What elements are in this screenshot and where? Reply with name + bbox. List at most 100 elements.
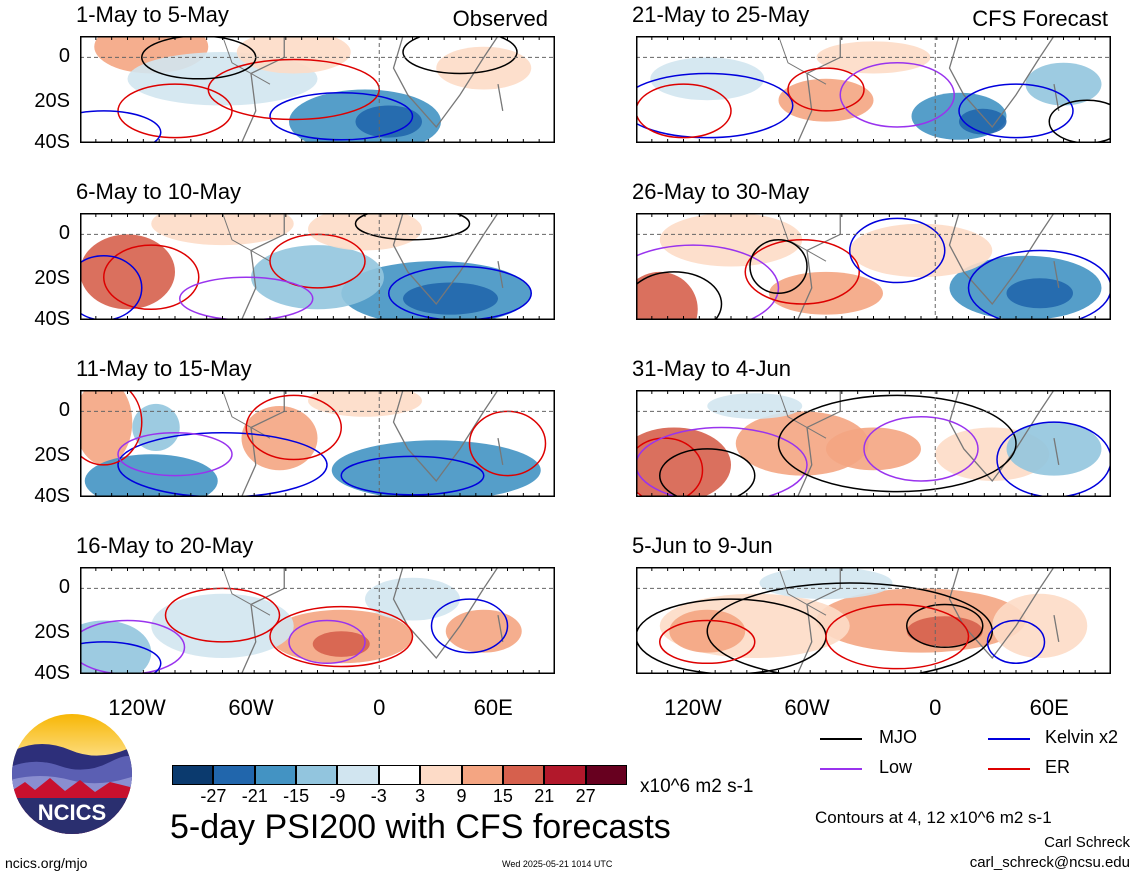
lat-label: 20S (34, 621, 70, 644)
colorbar-swatch (296, 765, 338, 785)
panel-title: 16-May to 20-May (76, 533, 254, 558)
colorbar-tick-label: -27 (200, 786, 227, 806)
lat-label: 20S (34, 444, 70, 467)
coastline (948, 213, 1055, 305)
contour-line (906, 603, 984, 648)
shaded-anomaly (355, 105, 422, 138)
colorbar-swatch (420, 765, 462, 785)
map-panel (80, 390, 555, 497)
shaded-anomaly (959, 108, 1007, 135)
coastline (778, 213, 827, 262)
panel-tag: Observed (452, 6, 548, 31)
coastline (1053, 84, 1060, 112)
lon-label: 60W (228, 695, 274, 720)
contour-line (117, 432, 233, 477)
colorbar-tick-label: 15 (492, 786, 513, 806)
contour-line (354, 213, 471, 241)
map-panel (636, 213, 1111, 320)
colorbar-swatch (378, 765, 421, 785)
colorbar-swatch (544, 765, 586, 785)
contour-line (269, 233, 366, 289)
legend: MJO Kelvin x2 Low ER (815, 726, 1135, 786)
coastline (497, 84, 504, 112)
lat-label: 0 (58, 222, 70, 245)
contour-line (80, 390, 143, 466)
colorbar-tick-label: -9 (329, 786, 346, 806)
shaded-anomaly (1025, 62, 1102, 106)
map-panel (636, 36, 1111, 143)
map-panel (80, 36, 555, 143)
shaded-anomaly (445, 609, 522, 653)
contour-line (967, 249, 1111, 320)
coastline (222, 390, 271, 439)
contour-line (80, 619, 186, 674)
coastline (778, 36, 827, 85)
lon-label: 120W (664, 695, 722, 720)
main-title: 5-day PSI200 with CFS forecasts (170, 808, 671, 846)
map-panel (80, 213, 555, 320)
lon-label: 60E (473, 695, 513, 720)
panel-title: 11-May to 15-May (76, 356, 252, 381)
coastline (778, 567, 827, 616)
coastline (497, 261, 504, 289)
contour-line (430, 598, 509, 654)
contour-line (787, 67, 865, 112)
contour-line (825, 603, 970, 670)
colorbar-tick-label: 21 (534, 786, 555, 806)
shaded-anomaly (650, 57, 765, 101)
contour-line (744, 239, 860, 305)
lon-label: 0 (373, 695, 386, 720)
timestamp: Wed 2025-05-21 1014 UTC (502, 859, 613, 869)
contour-line (659, 448, 756, 497)
shaded-anomaly (826, 427, 921, 471)
contour-line (245, 394, 342, 461)
shaded-anomaly (308, 213, 422, 251)
author: Carl Schreck (1044, 834, 1130, 851)
colorbar-tick-label: 3 (415, 786, 426, 806)
shaded-anomaly (849, 223, 993, 278)
coastline (392, 36, 499, 128)
lat-label: 0 (58, 45, 70, 68)
coastline (948, 36, 1055, 128)
coastline (392, 390, 499, 482)
coastline (1053, 261, 1060, 289)
panel-title: 5-Jun to 9-Jun (632, 533, 773, 558)
map-panel (636, 567, 1111, 674)
lon-label: 120W (108, 695, 166, 720)
coastline (497, 615, 504, 643)
shaded-anomaly (80, 620, 152, 674)
map-panel (80, 567, 555, 674)
logo-text: NCICS (38, 800, 106, 825)
coastline (392, 567, 499, 659)
panel-frame (80, 567, 555, 674)
contour-line (388, 265, 532, 320)
contour-line (839, 62, 955, 128)
shaded-anomaly (151, 213, 294, 246)
contour-line (636, 83, 732, 139)
contour-line (706, 582, 993, 674)
colorbar-swatch (254, 765, 297, 785)
colorbar-swatch (461, 765, 503, 785)
contour-line (986, 619, 1046, 665)
coastline (222, 567, 271, 616)
shaded-anomaly (707, 393, 803, 419)
colorbar-tick-label: -15 (283, 786, 310, 806)
shaded-anomaly (251, 245, 384, 310)
contour-line (958, 83, 1074, 139)
shaded-anomaly (769, 271, 883, 315)
contour-line (288, 619, 366, 665)
shaded-anomaly (1006, 278, 1073, 309)
coastline (1053, 615, 1060, 643)
panel-frame (636, 213, 1111, 320)
shaded-anomaly (636, 271, 698, 320)
site-link[interactable]: ncics.org/mjo (5, 855, 88, 871)
shaded-anomaly (308, 390, 422, 417)
shaded-anomaly (403, 282, 498, 315)
shaded-anomaly (80, 390, 133, 465)
panel-title: 1-May to 5-May (76, 2, 229, 27)
contour-line (80, 255, 143, 320)
panel-title: 26-May to 30-May (632, 179, 810, 204)
contour-line (207, 58, 380, 121)
panel-title: 21-May to 25-May (632, 2, 810, 27)
legend-er-label: ER (1045, 757, 1071, 777)
